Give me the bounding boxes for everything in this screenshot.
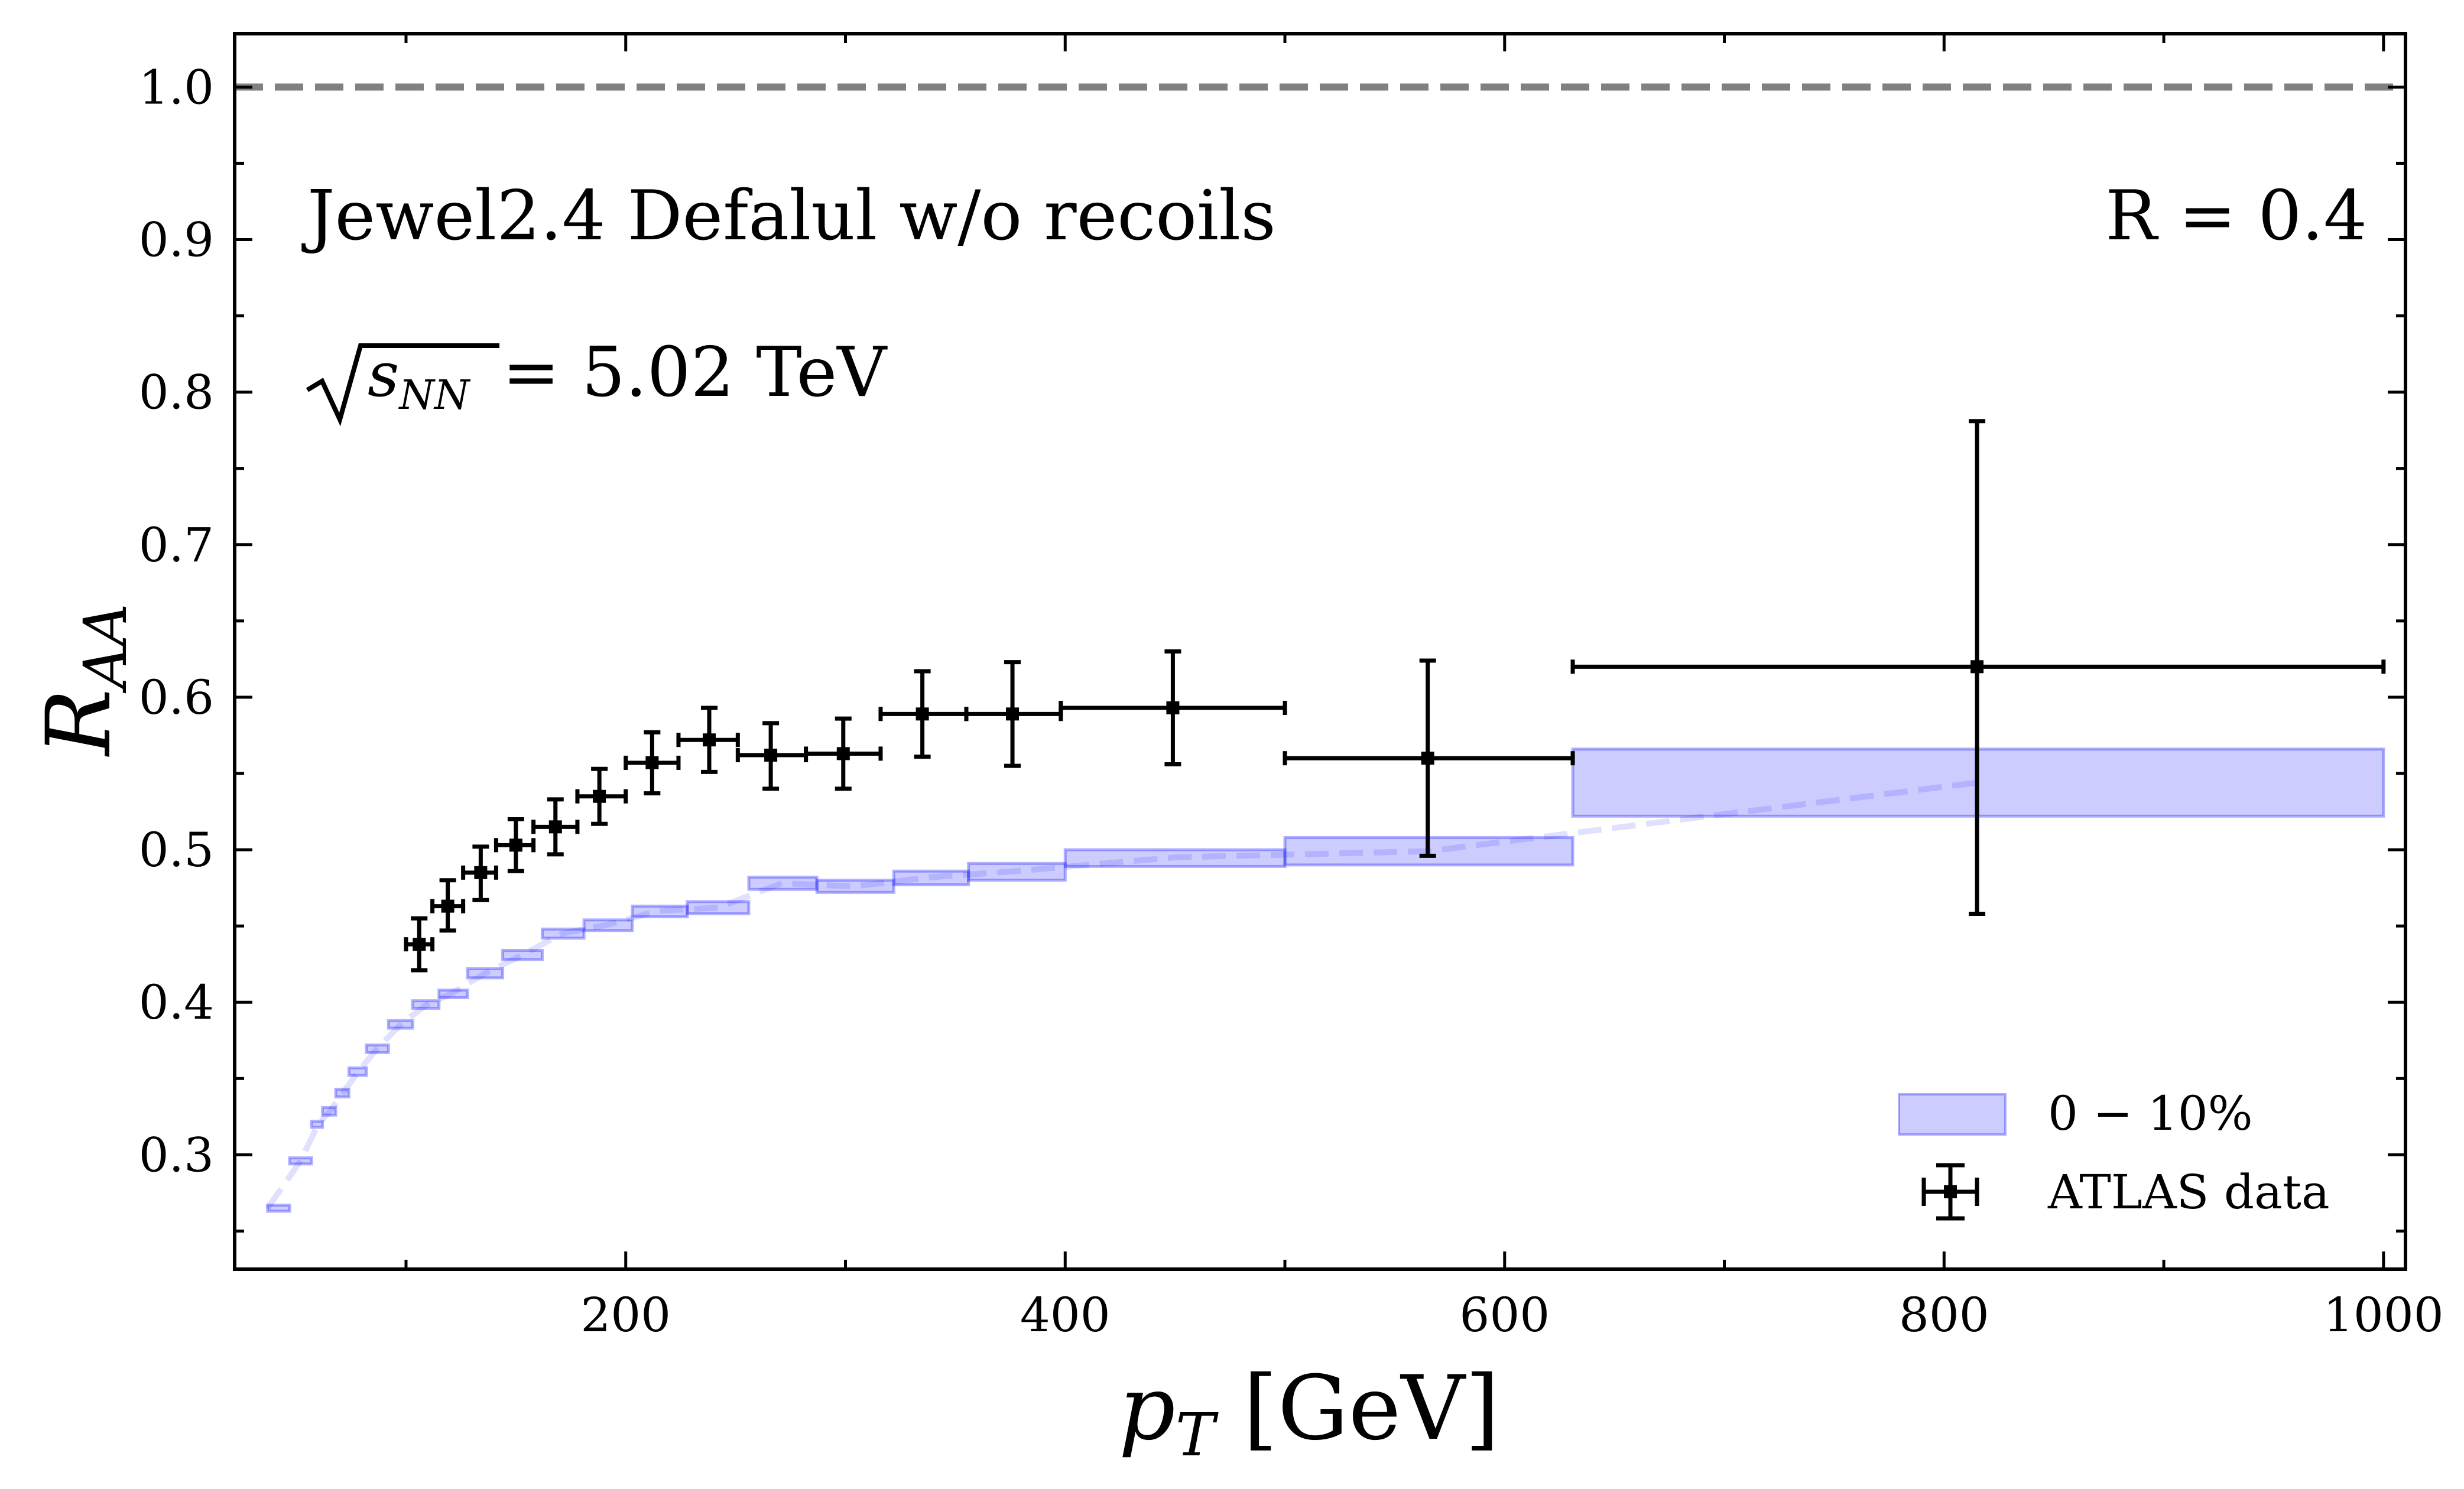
y-tick-label-2: 0.5 xyxy=(139,822,214,877)
x-tick-label-4: 1000 xyxy=(2323,1288,2444,1342)
data-marker-13 xyxy=(1421,752,1434,765)
data-marker-1 xyxy=(441,899,455,913)
radius-annotation: R = 0.4 xyxy=(2105,176,2367,256)
y-tick-label-7: 1.0 xyxy=(139,60,214,115)
band-bin-11 xyxy=(501,948,544,961)
band-bin-1 xyxy=(288,1156,313,1166)
data-point-9 xyxy=(804,716,883,791)
atlas-data-layer xyxy=(404,419,2386,973)
y-tick-label-4: 0.7 xyxy=(139,518,214,573)
band-bin-4 xyxy=(334,1087,350,1098)
band-bin-3 xyxy=(321,1106,337,1117)
band-bin-19 xyxy=(967,861,1067,882)
energy-value: = 5.02 TeV xyxy=(502,333,888,412)
legend: 0 − 10% ATLAS data xyxy=(1898,1086,2330,1221)
data-point-4 xyxy=(531,797,580,857)
data-marker-0 xyxy=(413,938,426,951)
band-bin-2 xyxy=(310,1120,324,1129)
x-axis-label: pT [GeV] xyxy=(1119,1357,1499,1470)
energy-base: s xyxy=(368,339,399,411)
y-tick-label-1: 0.4 xyxy=(139,975,214,1030)
band-bin-5 xyxy=(347,1066,368,1077)
data-marker-2 xyxy=(474,866,488,879)
data-marker-3 xyxy=(509,838,522,852)
band-bin-0 xyxy=(266,1204,291,1213)
x-tick-label-0: 200 xyxy=(580,1288,671,1342)
legend-data-label: ATLAS data xyxy=(2047,1165,2330,1220)
data-marker-9 xyxy=(836,747,850,760)
band-bin-6 xyxy=(365,1043,390,1054)
band-bin-7 xyxy=(387,1019,414,1030)
band-bin-12 xyxy=(540,927,586,940)
data-point-2 xyxy=(461,844,498,902)
sqrt-symbol xyxy=(306,343,499,427)
x-axis-label-main: p xyxy=(1119,1357,1176,1460)
data-point-0 xyxy=(404,916,435,973)
data-point-1 xyxy=(430,878,466,933)
y-axis-label: RAA xyxy=(28,603,140,757)
plot-frame xyxy=(233,32,2407,1271)
legend-band-label: 0 − 10% xyxy=(2048,1086,2253,1141)
band-bin-15 xyxy=(686,900,751,916)
band-bin-13 xyxy=(582,918,634,932)
y-tick-label-5: 0.8 xyxy=(139,365,214,420)
data-marker-12 xyxy=(1166,701,1180,715)
y-tick-label-3: 0.6 xyxy=(139,670,214,725)
model-annotation: Jewel2.4 Defalul w/o recoils xyxy=(301,176,1276,256)
data-point-12 xyxy=(1059,649,1287,767)
band-bin-14 xyxy=(631,905,689,919)
svg-text:sNN: sNN xyxy=(368,339,471,419)
data-marker-7 xyxy=(703,733,716,747)
data-marker-11 xyxy=(1006,707,1020,721)
y-tick-label-0: 0.3 xyxy=(139,1127,214,1182)
y-axis-label-sub: AA xyxy=(71,603,140,693)
data-marker-5 xyxy=(593,789,606,803)
band-bin-10 xyxy=(466,967,505,980)
energy-subscript: NN xyxy=(398,372,471,419)
data-marker-4 xyxy=(548,820,562,834)
axes-layer: 200 400 600 800 1000 0.3 0.4 0.5 0.6 0.7 0.8 0.9 1.0 xyxy=(139,32,2444,1342)
data-point-7 xyxy=(676,706,740,774)
legend-band-swatch xyxy=(1898,1093,2007,1136)
x-tick-label-1: 400 xyxy=(1020,1288,1111,1342)
data-marker-8 xyxy=(764,749,778,762)
x-tick-label-2: 600 xyxy=(1459,1288,1550,1342)
y-tick-label-6: 0.9 xyxy=(139,213,214,268)
data-point-6 xyxy=(624,730,681,796)
data-point-3 xyxy=(494,817,536,873)
data-marker-6 xyxy=(645,756,659,769)
data-marker-10 xyxy=(916,707,929,721)
x-tick-label-3: 800 xyxy=(1899,1288,1989,1342)
legend-data-marker xyxy=(1921,1163,1979,1221)
data-point-13 xyxy=(1283,658,1575,858)
energy-annotation: sNN = 5.02 TeV xyxy=(306,333,888,427)
band-bin-8 xyxy=(411,999,441,1010)
x-axis-label-unit: [GeV] xyxy=(1215,1357,1500,1460)
band-bin-17 xyxy=(815,879,895,894)
x-axis-label-sub: T xyxy=(1176,1400,1219,1470)
band-bin-20 xyxy=(1063,848,1287,868)
band-bin-9 xyxy=(437,989,469,999)
data-point-5 xyxy=(575,766,628,826)
band-bin-16 xyxy=(747,876,819,891)
band-bin-18 xyxy=(892,869,970,886)
data-marker-14 xyxy=(1970,660,1984,674)
data-point-14 xyxy=(1570,419,2386,916)
y-axis-label-main: R xyxy=(28,689,131,757)
